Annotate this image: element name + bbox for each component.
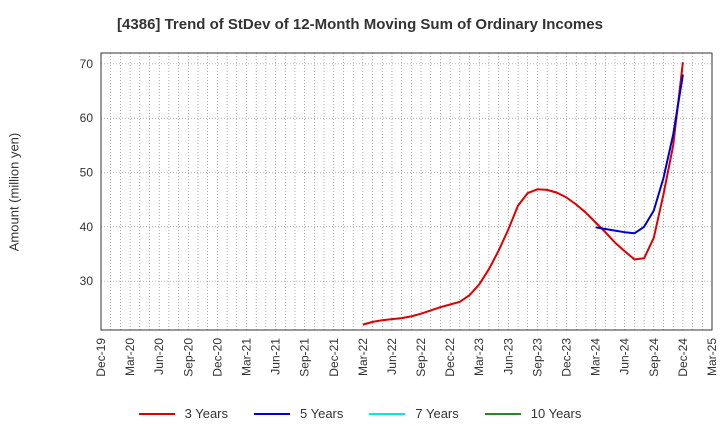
legend-item: 10 Years [484,406,582,421]
series-line-3-years [362,62,684,326]
x-tick-label: Jun-21 [269,338,283,375]
series-lines [362,62,684,326]
x-tick-label: Dec-22 [443,338,457,377]
x-tick-label: Sep-22 [414,338,428,377]
x-tick-label: Mar-21 [239,338,253,376]
x-tick-label: Mar-24 [589,338,603,376]
x-tick-label: Dec-24 [676,338,690,377]
x-tick-label: Mar-23 [472,338,486,376]
x-tick-label: Jun-24 [618,338,632,375]
y-tick-label: 30 [80,274,94,288]
legend-swatch [369,412,406,415]
plot-frame [100,52,713,331]
grid-lines [101,53,712,330]
y-tick-label: 60 [80,111,94,125]
legend-swatch [254,412,290,415]
legend-item: 3 Years [138,406,228,421]
x-tick-label: Jun-22 [385,338,399,375]
x-tick-label: Sep-21 [298,338,312,377]
legend-label: 10 Years [530,406,582,421]
legend-item: 5 Years [254,406,343,421]
legend: 3 Years 5 Years 7 Years 10 Years [0,406,720,421]
y-tick-label: 50 [80,165,94,179]
x-tick-label: Jun-23 [501,338,515,375]
x-tick-label: Sep-20 [181,338,195,377]
x-tick-label: Sep-23 [530,338,544,377]
x-tick-label: Jun-20 [152,338,166,375]
x-tick-label: Dec-21 [327,338,341,377]
legend-label: 5 Years [300,406,344,421]
y-tick-label: 70 [80,57,94,71]
series-line-5-years [595,74,684,235]
legend-swatch [484,412,521,415]
legend-swatch [138,412,175,415]
x-tick-label: Sep-24 [647,338,661,377]
x-axis-ticks: Dec-19 Mar-20 Jun-20 Sep-20 Dec-20 Mar-21 Jun-… [94,338,719,377]
legend-label: 7 Years [415,406,459,421]
y-axis-ticks: 30 40 50 60 70 [80,57,94,288]
x-tick-label: Dec-20 [210,338,224,377]
y-tick-label: 40 [80,220,94,234]
legend-label: 3 Years [184,406,228,421]
legend-item: 7 Years [369,406,459,421]
x-tick-label: Mar-25 [705,338,719,376]
chart-title: [4386] Trend of StDev of 12-Month Moving… [117,16,603,33]
x-tick-label: Mar-20 [123,338,137,376]
x-tick-label: Dec-23 [560,338,574,377]
x-tick-label: Dec-19 [94,338,108,377]
x-tick-label: Mar-22 [356,338,370,376]
